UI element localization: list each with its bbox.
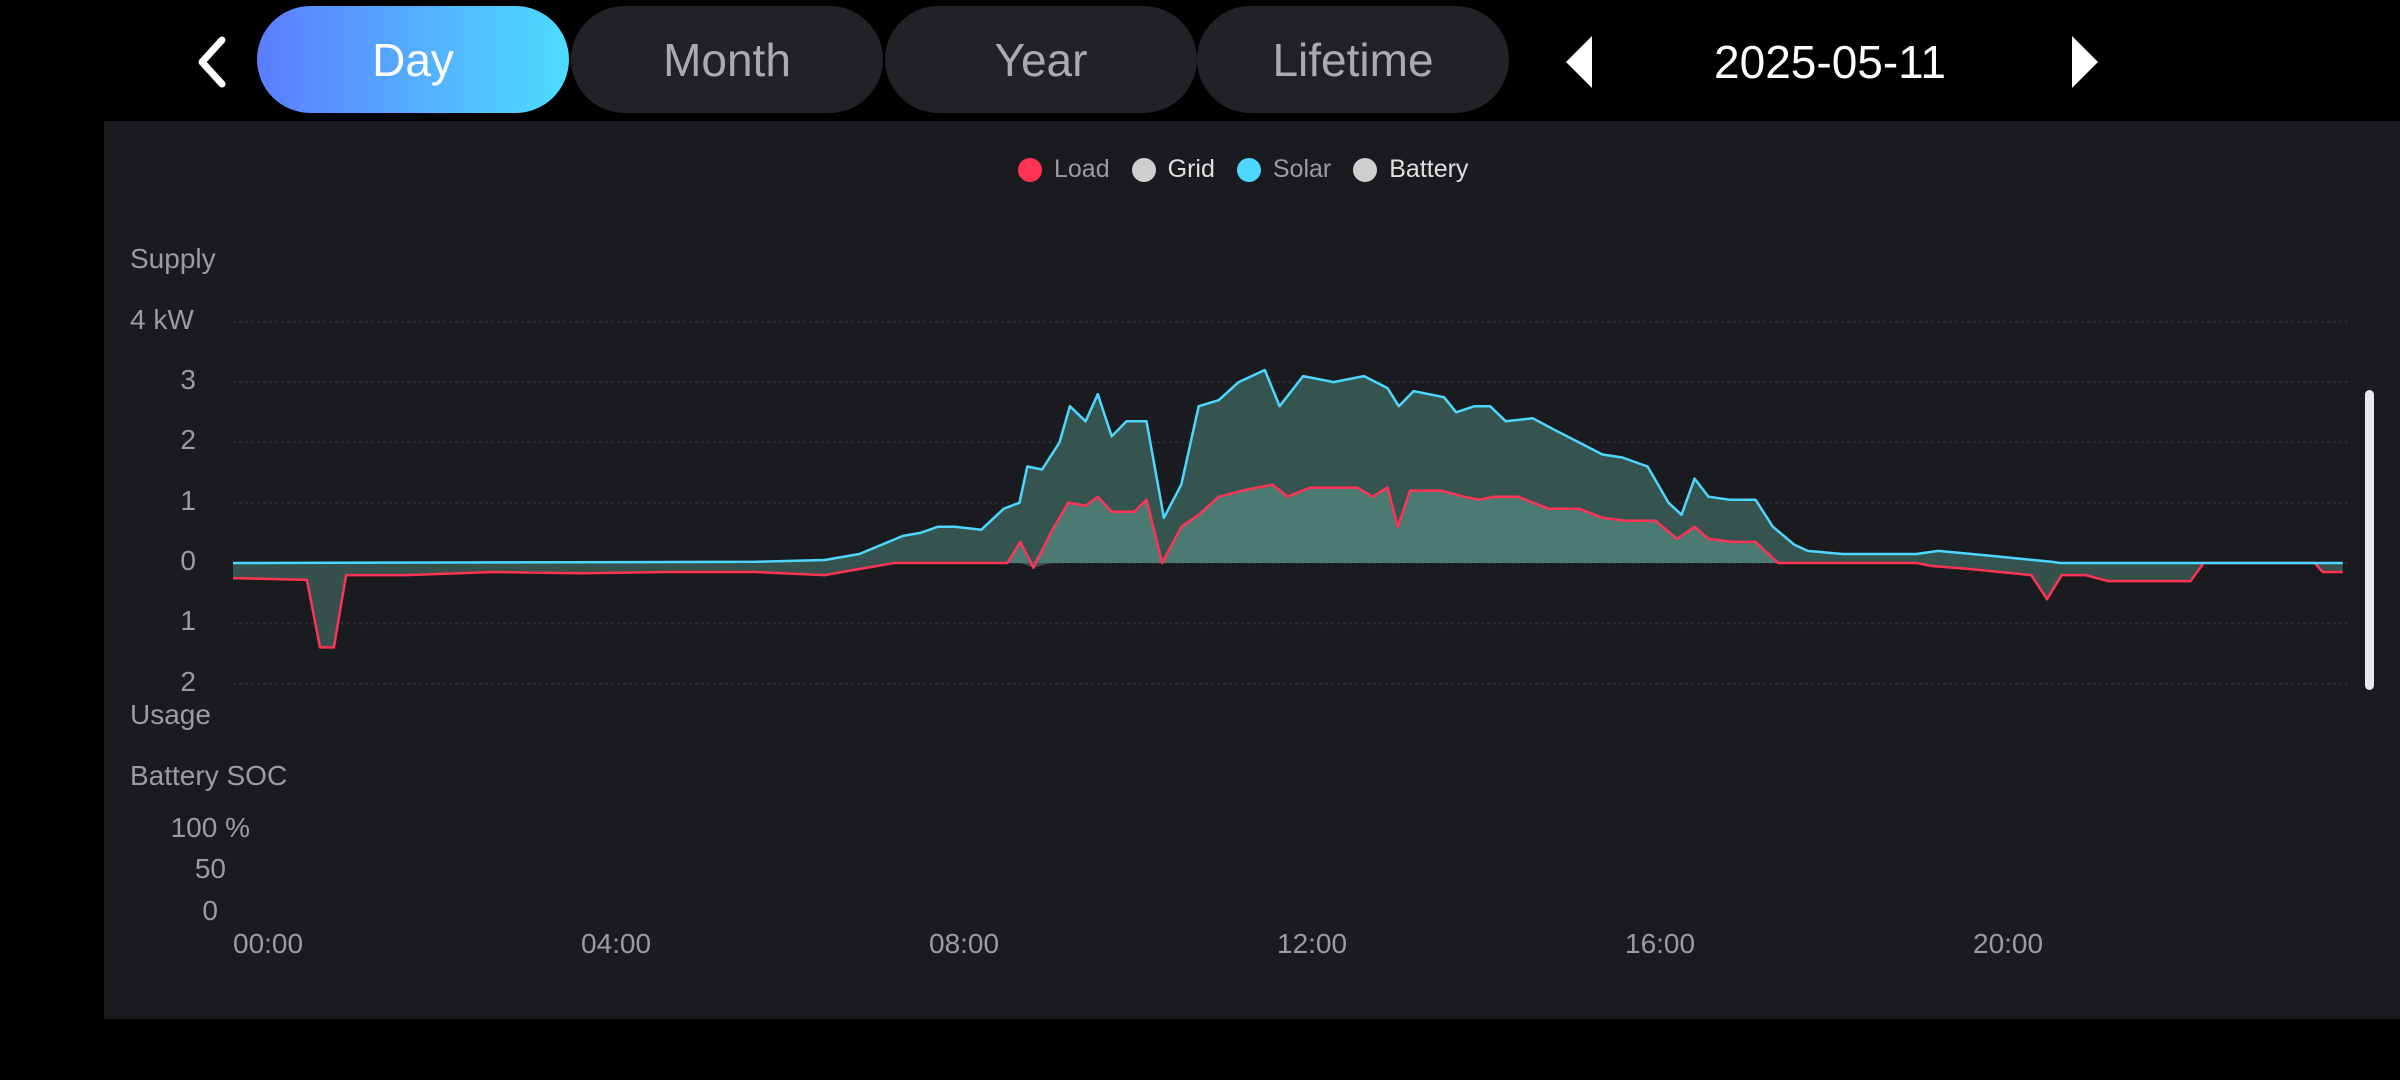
legend-label: Battery xyxy=(1389,155,1469,183)
triangle-right-icon[interactable] xyxy=(2064,32,2104,92)
scrollbar[interactable] xyxy=(2365,390,2374,690)
load-positive-area xyxy=(233,484,2343,563)
x-tick-label: 20:00 xyxy=(1973,928,2044,959)
legend-label: Grid xyxy=(1167,155,1215,183)
solar-line xyxy=(232,368,2343,565)
x-tick-label: 16:00 xyxy=(1625,928,1696,959)
legend-label: Load xyxy=(1054,155,1110,183)
legend-dot-grid xyxy=(1131,157,1156,182)
triangle-left-icon[interactable] xyxy=(1560,32,1600,92)
soc-tick-100: 100 % xyxy=(170,812,250,843)
y-tick-label: 2 xyxy=(180,424,196,456)
legend-load[interactable]: Load xyxy=(1018,155,1110,184)
legend-solar[interactable]: Solar xyxy=(1236,155,1332,184)
x-tick-label: 08:00 xyxy=(929,928,1000,959)
date-display: 2025-05-11 xyxy=(1714,36,1946,88)
y-tick-label: 0 xyxy=(180,545,196,576)
legend-dot-solar xyxy=(1236,157,1261,182)
battery-soc-label: Battery SOC xyxy=(130,760,288,791)
solar-area xyxy=(233,370,2343,563)
chart-legend: Load Grid Solar Battery xyxy=(1018,155,1490,184)
tab-month[interactable]: Month xyxy=(571,6,883,113)
usage-label: Usage xyxy=(130,699,211,730)
supply-label: Supply xyxy=(130,243,216,274)
soc-tick-50: 50 xyxy=(194,853,226,884)
legend-dot-load xyxy=(1018,157,1042,182)
tab-day[interactable]: Day xyxy=(257,6,569,113)
y-tick-label: 3 xyxy=(180,364,196,396)
load-negative-area xyxy=(233,563,2343,648)
legend-battery[interactable]: Battery xyxy=(1353,155,1468,184)
load-line xyxy=(232,483,2343,649)
soc-tick-0: 0 xyxy=(202,895,218,926)
y-tick-label: 2 xyxy=(180,665,196,697)
x-tick-label: 12:00 xyxy=(1277,928,1348,959)
legend-grid[interactable]: Grid xyxy=(1131,155,1215,184)
x-tick-label: 00:00 xyxy=(233,928,304,959)
y-tick-label: 1 xyxy=(180,605,196,637)
legend-label: Solar xyxy=(1272,155,1332,183)
x-tick-label: 04:00 xyxy=(581,928,652,959)
y-tick-label: 1 xyxy=(180,484,196,516)
tab-year[interactable]: Year xyxy=(885,6,1197,113)
chevron-left-icon[interactable] xyxy=(190,30,234,94)
legend-dot-battery xyxy=(1353,157,1378,182)
y-tick-label: 4 kW xyxy=(130,303,194,335)
tab-lifetime[interactable]: Lifetime xyxy=(1197,6,1509,113)
